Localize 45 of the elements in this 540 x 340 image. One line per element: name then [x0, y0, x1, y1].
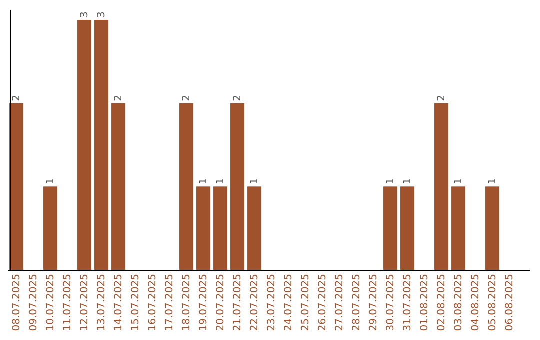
x-tick-label: 17.07.2025 — [164, 274, 176, 332]
x-tick-label: 20.07.2025 — [216, 274, 226, 332]
data-label: 2 — [182, 94, 192, 102]
x-tick-label: 27.07.2025 — [334, 274, 346, 332]
x-tick-label: 30.07.2025 — [386, 274, 396, 332]
x-tick-label: 31.07.2025 — [402, 274, 414, 332]
data-label: 1 — [488, 178, 498, 185]
x-tick-label: 26.07.2025 — [318, 274, 328, 332]
x-tick-label: 06.08.2025 — [504, 274, 516, 332]
data-label: 2 — [436, 94, 448, 102]
x-tick-label: 04.08.2025 — [470, 274, 482, 332]
x-tick-label: 14.07.2025 — [114, 274, 124, 332]
x-tick-label: 02.08.2025 — [436, 274, 448, 332]
x-tick-label: 19.07.2025 — [198, 274, 210, 332]
x-tick-label: 28.07.2025 — [352, 274, 362, 332]
x-tick-label: 13.07.2025 — [96, 274, 108, 332]
x-tick-label: 10.07.2025 — [46, 274, 56, 332]
data-label: 1 — [402, 178, 414, 185]
x-tick-label: 18.07.2025 — [182, 274, 192, 332]
x-tick-label: 11.07.2025 — [62, 274, 74, 332]
x-tick-label: 22.07.2025 — [250, 274, 260, 332]
data-label: 1 — [216, 178, 226, 185]
data-label: 2 — [12, 94, 22, 102]
x-tick-label: 15.07.2025 — [130, 274, 142, 332]
x-tick-label: 23.07.2025 — [266, 274, 278, 332]
x-tick-label: 21.07.2025 — [232, 274, 244, 332]
x-tick-label: 16.07.2025 — [148, 274, 158, 332]
data-label: 1 — [454, 178, 464, 185]
x-tick-label: 03.08.2025 — [454, 274, 464, 332]
data-label: 2 — [232, 94, 244, 102]
x-tick-label: 25.07.2025 — [300, 274, 312, 332]
x-tick-label: 09.07.2025 — [28, 274, 40, 332]
x-tick-label: 29.07.2025 — [368, 274, 380, 332]
x-tick-label: 01.08.2025 — [420, 274, 430, 332]
data-label: 2 — [114, 94, 124, 102]
data-label: 1 — [198, 178, 210, 185]
x-tick-label: 05.08.2025 — [488, 274, 498, 332]
x-tick-label: 24.07.2025 — [284, 274, 294, 332]
data-label: 3 — [96, 12, 108, 18]
data-label: 1 — [250, 178, 260, 185]
data-label: 1 — [46, 178, 56, 185]
data-label: 1 — [386, 178, 396, 185]
x-tick-label: 08.07.2025 — [12, 274, 22, 332]
x-tick-label: 12.07.2025 — [80, 274, 90, 332]
data-label: 3 — [80, 12, 90, 18]
